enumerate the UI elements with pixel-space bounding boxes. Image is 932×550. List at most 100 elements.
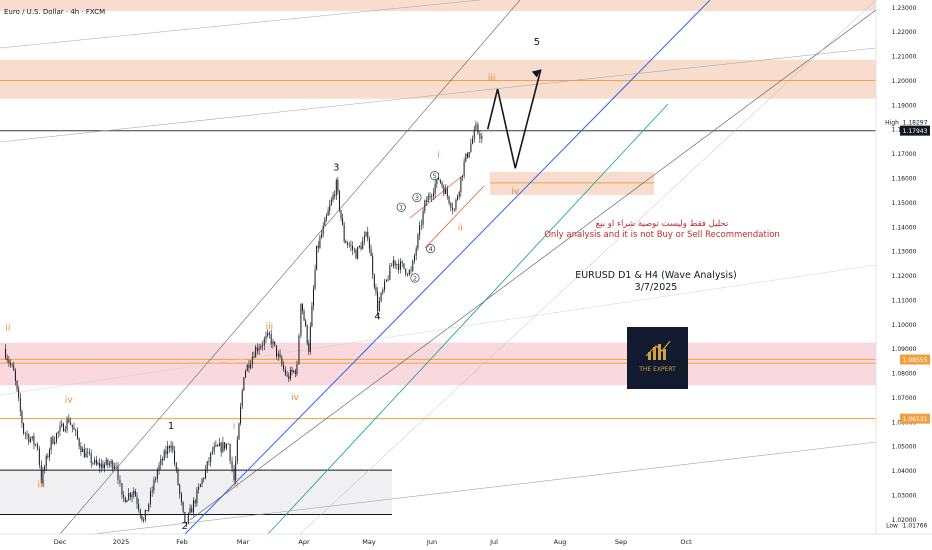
- candle-body: [48, 449, 50, 458]
- candle-body: [119, 480, 121, 484]
- candle-body: [215, 444, 217, 447]
- circled-wave-marker: [426, 244, 436, 254]
- y-tick-label: 1.11000: [892, 297, 917, 304]
- candle-body: [174, 450, 176, 464]
- y-tick-label: 1.13000: [892, 249, 917, 256]
- candle-body: [112, 461, 114, 469]
- candle-body: [417, 235, 419, 249]
- zone-supply: [0, 59, 876, 99]
- price-axis: 1.230001.220001.210001.200001.190001.180…: [875, 0, 932, 534]
- price-tag-name: High: [885, 119, 899, 126]
- candle-body: [338, 191, 340, 211]
- trendline: [267, 103, 669, 535]
- candle-body: [238, 423, 240, 440]
- candle-body: [268, 332, 270, 335]
- y-tick-label: 1.10000: [892, 322, 917, 329]
- candle-body: [422, 211, 424, 225]
- candle-body: [332, 194, 334, 200]
- candle-body: [55, 433, 57, 442]
- candle-body: [317, 245, 319, 248]
- candle-body: [170, 445, 172, 449]
- y-tick-label: 1.05000: [892, 444, 917, 451]
- candle-body: [420, 224, 422, 226]
- candle-body: [306, 325, 308, 344]
- candle-body: [24, 433, 26, 435]
- candle-body: [312, 288, 314, 306]
- candle-body: [225, 443, 227, 449]
- candle-body: [250, 364, 252, 369]
- candle-body: [387, 279, 389, 281]
- candle-body: [94, 459, 96, 464]
- candle-body: [324, 218, 326, 226]
- candle-body: [410, 270, 412, 271]
- trendline: [189, 9, 877, 521]
- candle-body: [6, 358, 8, 360]
- circled-wave-marker: [430, 171, 440, 181]
- candle-body: [231, 460, 233, 469]
- price-tag-value: 1.01766: [903, 523, 928, 530]
- candle-body: [236, 439, 238, 462]
- candle-body: [281, 357, 283, 365]
- zones-layer: [0, 0, 876, 515]
- circled-wave-label: 2: [413, 274, 417, 282]
- candle-body: [66, 418, 68, 430]
- candle-body: [21, 411, 23, 424]
- candle-body: [446, 188, 448, 197]
- candles-layer: [5, 120, 483, 527]
- candle-body: [59, 426, 61, 432]
- candle-body: [218, 442, 220, 447]
- candle-body: [399, 261, 401, 270]
- candle-body: [347, 243, 349, 245]
- candle-body: [42, 469, 44, 484]
- candle-body: [87, 452, 89, 453]
- candle-body: [441, 182, 443, 187]
- y-tick-label: 1.09000: [892, 346, 917, 353]
- candle-body: [206, 461, 208, 470]
- candle-body: [38, 448, 40, 466]
- candle-body: [29, 438, 31, 442]
- candle-body: [277, 353, 279, 357]
- candle-body: [131, 494, 133, 497]
- candle-body: [82, 448, 84, 453]
- trendline: [0, 441, 877, 546]
- candle-body: [263, 339, 265, 346]
- candle-body: [19, 397, 21, 412]
- candle-body: [54, 441, 56, 444]
- candle-body: [76, 430, 78, 439]
- candle-body: [40, 465, 42, 484]
- candle-body: [110, 461, 112, 464]
- candle-body: [368, 239, 370, 249]
- candle-body: [473, 129, 475, 139]
- candle-body: [401, 261, 403, 264]
- candle-body: [448, 196, 450, 204]
- candle-body: [126, 499, 128, 503]
- candle-body: [248, 364, 250, 369]
- candle-body: [286, 375, 288, 376]
- candle-body: [255, 347, 257, 358]
- trendline: [184, 0, 711, 535]
- candle-body: [335, 180, 337, 197]
- candle-body: [377, 292, 379, 311]
- candle-body: [370, 248, 372, 257]
- candle-body: [240, 406, 242, 424]
- candle-body: [85, 452, 87, 458]
- x-tick-label: Oct: [680, 538, 692, 546]
- candle-body: [78, 438, 80, 447]
- zone-range-box: [0, 470, 392, 515]
- candle-body: [158, 465, 160, 471]
- candle-body: [128, 493, 130, 500]
- y-tick-label: 1.08000: [892, 371, 917, 378]
- wave-label: ii: [233, 481, 238, 491]
- wave-label: iii: [266, 322, 274, 332]
- candle-body: [123, 494, 125, 498]
- candle-body: [161, 459, 163, 461]
- candle-body: [340, 210, 342, 219]
- candle-body: [360, 246, 362, 250]
- candle-body: [121, 483, 123, 495]
- candle-body: [227, 443, 229, 445]
- candle-body: [68, 418, 70, 423]
- candle-body: [198, 487, 200, 490]
- x-tick-label: Dec: [54, 538, 67, 546]
